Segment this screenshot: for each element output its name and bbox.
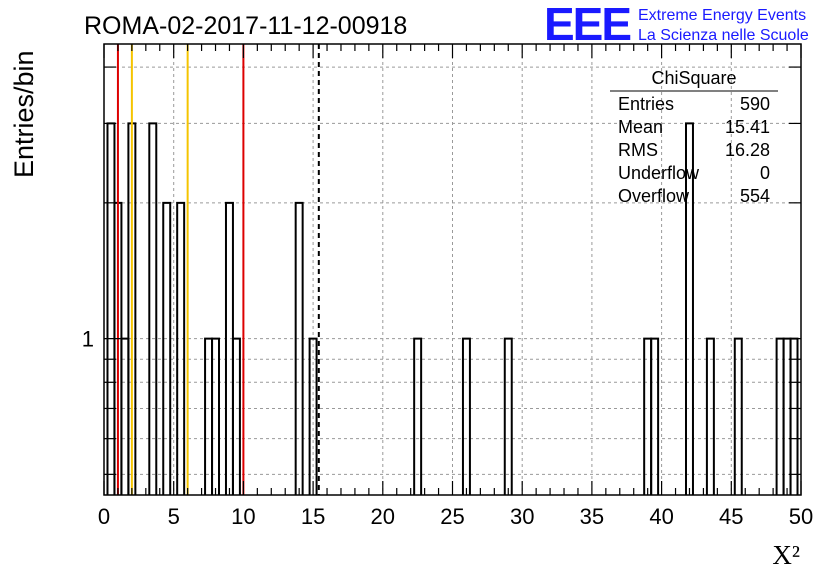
x-tick-label: 5 <box>168 504 180 529</box>
stats-label: Underflow <box>618 163 700 183</box>
stats-value: 0 <box>760 163 770 183</box>
histogram-bin <box>782 337 792 495</box>
stats-label: RMS <box>618 140 658 160</box>
histogram-bin <box>775 337 785 495</box>
x-tick-labels: 0 5 10 15 20 25 30 35 40 45 50 <box>98 504 813 529</box>
histogram-bin <box>148 122 158 495</box>
histogram-bin <box>684 122 694 495</box>
histogram-bin <box>461 337 471 495</box>
x-tick-label: 50 <box>789 504 813 529</box>
chart-title: ROMA-02-2017-11-12-00918 <box>84 12 407 40</box>
histogram-bin <box>231 337 241 495</box>
y-axis-label: Entries/bin <box>9 50 39 178</box>
stats-value: 15.41 <box>725 117 770 137</box>
stats-label: Mean <box>618 117 663 137</box>
x-tick-label: 20 <box>371 504 395 529</box>
histogram-bin <box>162 201 172 495</box>
histogram-bin <box>224 201 234 495</box>
histogram-bin <box>211 337 221 495</box>
histogram-bin <box>204 337 214 495</box>
histogram-bin <box>503 337 513 495</box>
x-tick-label: 15 <box>301 504 325 529</box>
x-tick-label: 30 <box>510 504 534 529</box>
x-tick-label: 35 <box>580 504 604 529</box>
stats-rows: Entries 590 Mean 15.41 RMS 16.28 Underflow 0 Ove… <box>618 94 770 206</box>
x-tick-label: 45 <box>719 504 743 529</box>
histogram-bin <box>176 201 186 495</box>
histogram-bin <box>789 337 799 495</box>
histogram <box>106 122 799 495</box>
stats-label: Entries <box>618 94 674 114</box>
grid <box>104 44 801 495</box>
x-tick-label: 40 <box>649 504 673 529</box>
stats-value: 554 <box>740 186 770 206</box>
histogram-bin <box>413 337 423 495</box>
stats-label: Overflow <box>618 186 690 206</box>
logo-mark: EEE <box>544 0 630 50</box>
histogram-bin <box>106 122 116 495</box>
x-tick-label: 0 <box>98 504 110 529</box>
stats-value: 590 <box>740 94 770 114</box>
histogram-bin <box>733 337 743 495</box>
histogram-bin <box>650 337 660 495</box>
x-tick-label: 25 <box>440 504 464 529</box>
x-tick-label: 10 <box>231 504 255 529</box>
x-axis-label: X² <box>772 540 800 570</box>
axis-ticks <box>103 44 802 495</box>
stats-value: 16.28 <box>725 140 770 160</box>
y-tick-label: 1 <box>82 327 94 352</box>
histogram-bin <box>308 337 318 495</box>
y-tick-labels: 1 <box>82 327 94 352</box>
logo: EEE Extreme Energy Events La Scienza nel… <box>544 0 809 50</box>
histogram-bin <box>705 337 715 495</box>
histogram-bin <box>120 337 130 495</box>
logo-line-1: Extreme Energy Events <box>638 7 806 24</box>
histogram-bin <box>294 201 304 495</box>
stats-title: ChiSquare <box>651 68 736 88</box>
stats-box: ChiSquare Entries 590 Mean 15.41 RMS 16.28 Und… <box>610 68 778 206</box>
logo-line-2: La Scienza nelle Scuole <box>638 27 809 44</box>
histogram-bin <box>643 337 653 495</box>
reference-lines <box>116 44 320 495</box>
